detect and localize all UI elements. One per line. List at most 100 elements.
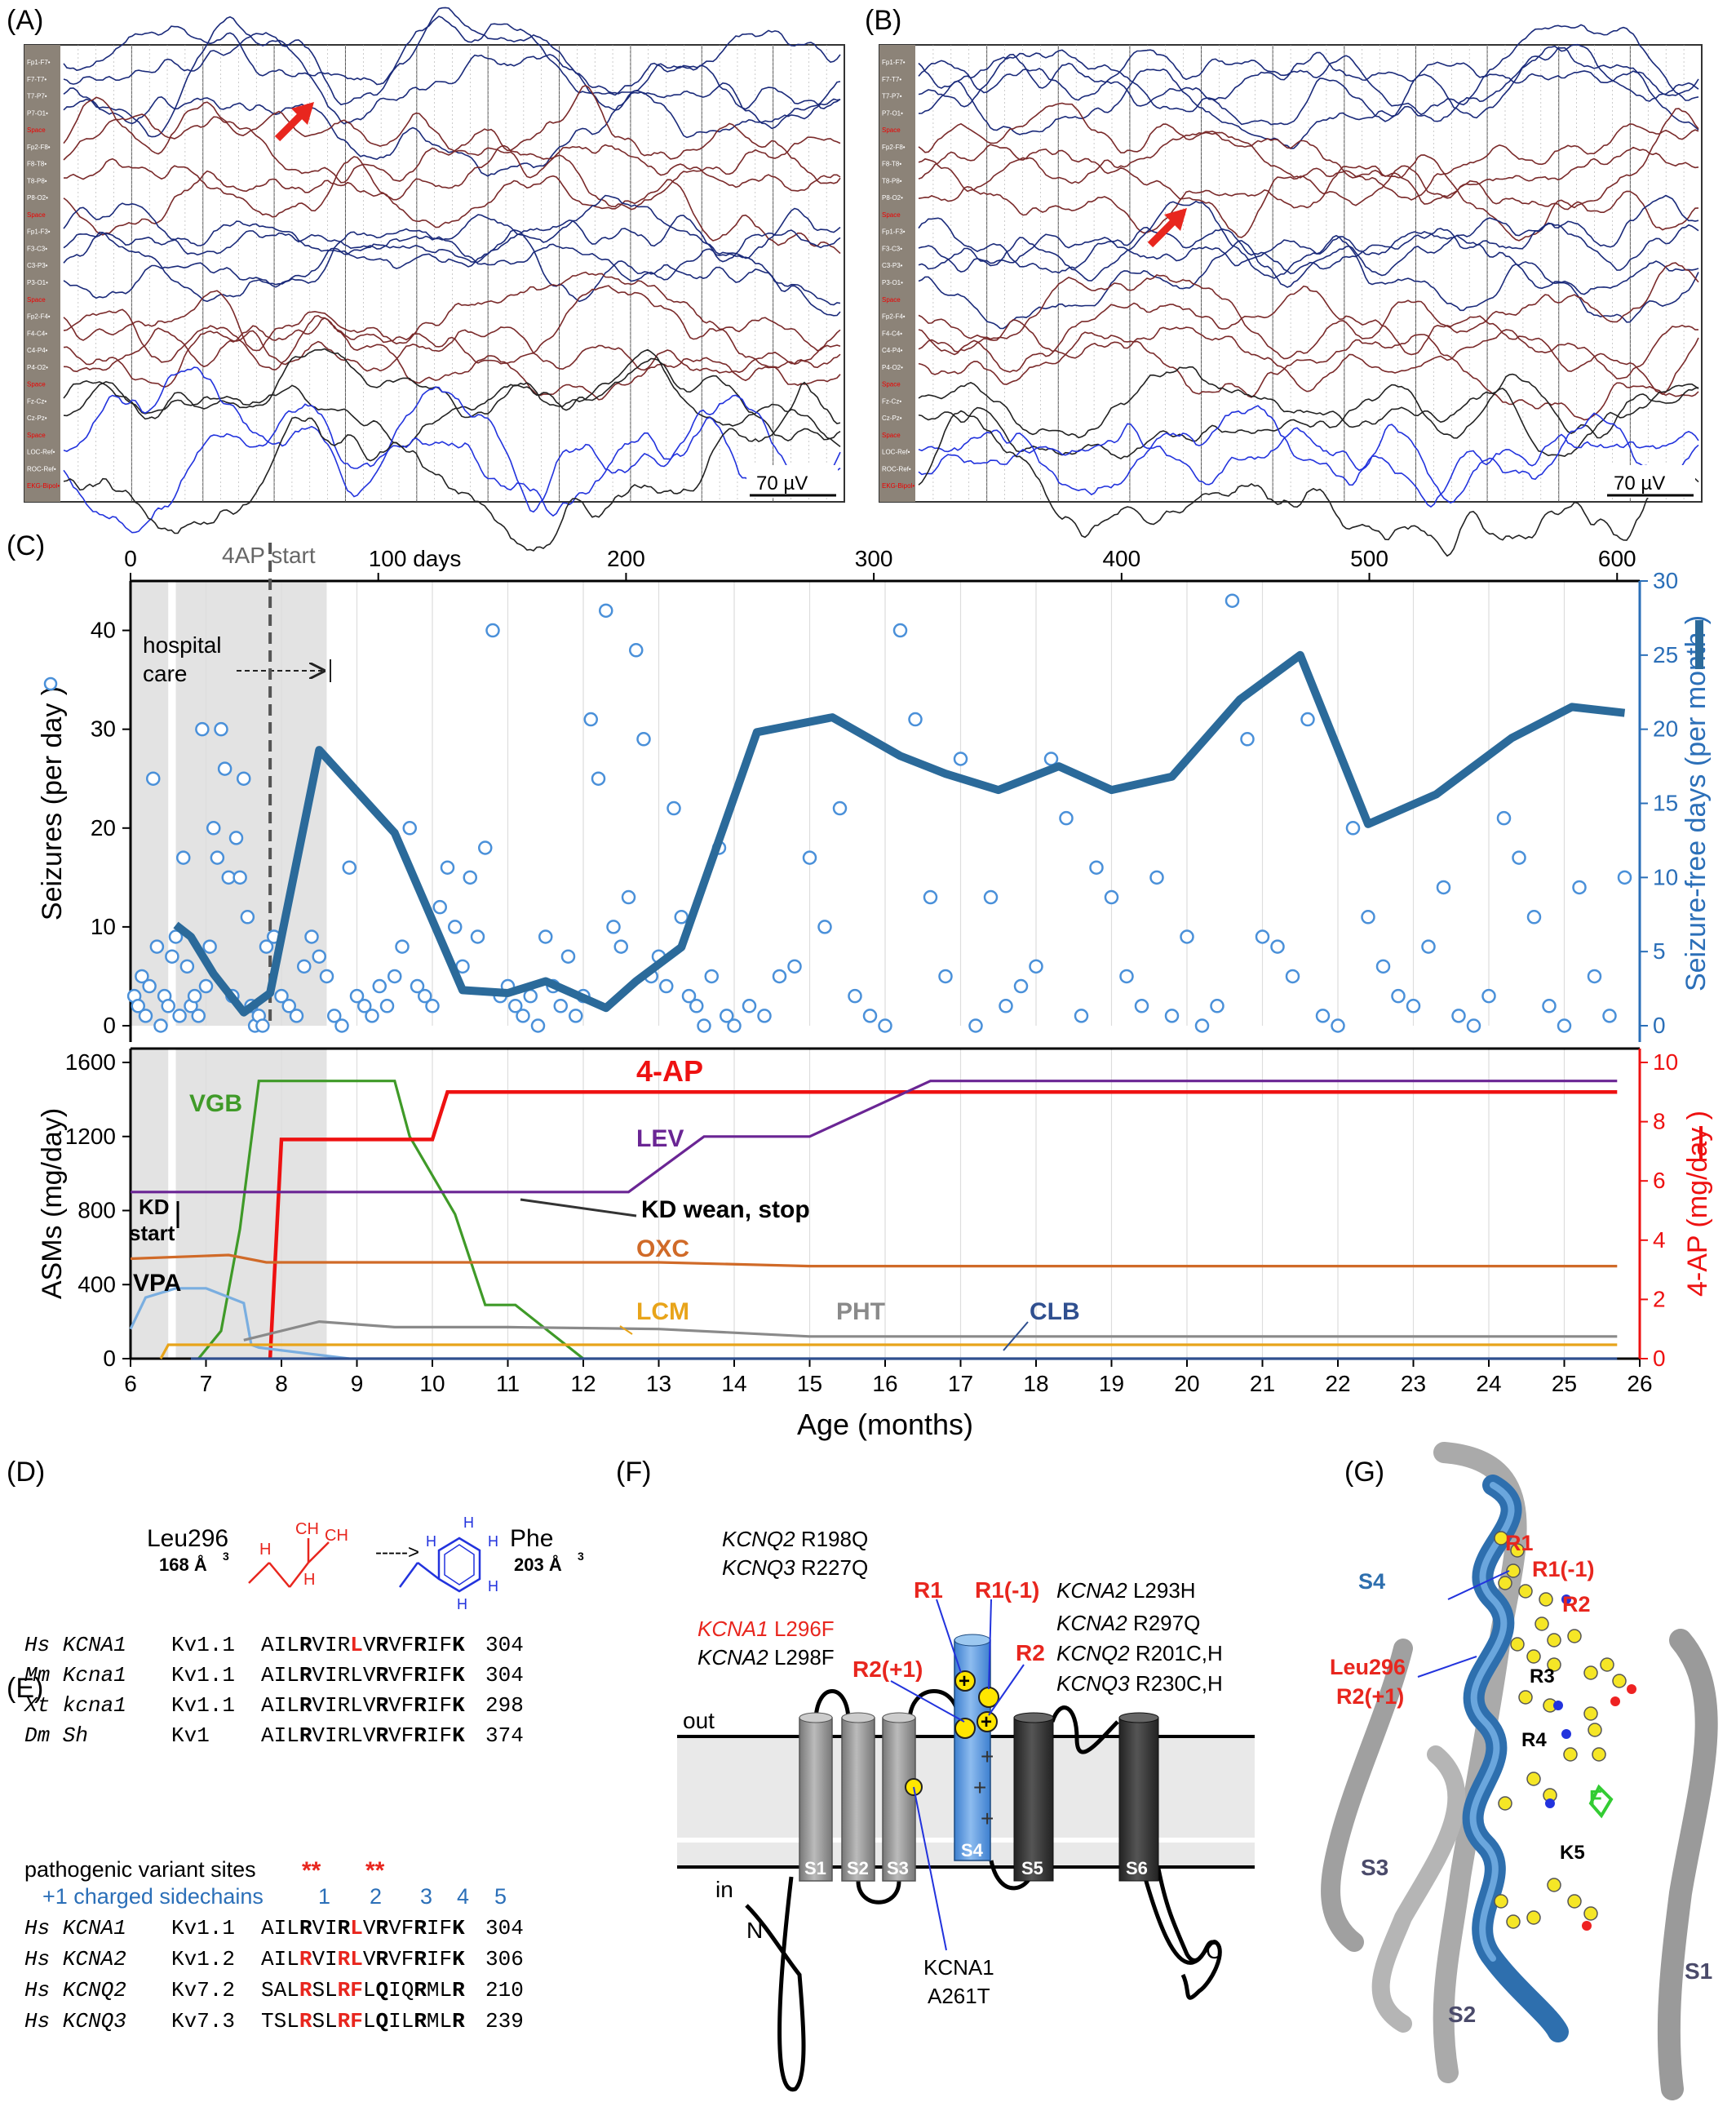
- g-f: F: [1589, 1785, 1602, 1810]
- eeg-trace: [63, 215, 841, 263]
- seizure-point: [349, 988, 365, 1004]
- seizure-point: [1481, 988, 1496, 1004]
- e-number: 304: [485, 1916, 524, 1940]
- seizure-point: [485, 623, 500, 638]
- d-sequence: AILRVIRLVRVFRIFK: [261, 1663, 465, 1687]
- seizure-point: [240, 910, 255, 925]
- seizure-point: [583, 712, 598, 727]
- eeg-panel-b: Fp1-F7• F7-T7• T7-P7• P7-O1• Space Fp2-F8• F8-…: [879, 24, 1703, 557]
- y2-tick-label: 6: [1653, 1168, 1666, 1193]
- e-species: Hs KCNA2: [24, 1947, 126, 1971]
- series-label-clb: CLB: [1030, 1298, 1080, 1325]
- seizure-point: [161, 999, 175, 1013]
- panel-label-e: (E): [7, 1673, 43, 1704]
- seizure-point: [1149, 870, 1164, 885]
- series-line-oxc: [130, 1253, 1618, 1268]
- panel-label-c: (C): [7, 530, 45, 561]
- seizure-free-line: [173, 650, 1626, 1017]
- seizure-point: [319, 969, 334, 984]
- g-s2: S2: [1448, 2002, 1476, 2027]
- seizure-point: [1466, 1018, 1481, 1033]
- seizure-point: [636, 732, 651, 747]
- x-tick-label: 6: [124, 1371, 137, 1396]
- panel-d-chemistry: Leu296 168 Å 3 H CH CH H -----> HHH HH P…: [24, 1515, 584, 1748]
- eeg-channel-label: F3-C3•: [27, 245, 47, 252]
- eeg-channel-label: Fp2-F4•: [27, 313, 51, 321]
- seizure-point: [1119, 969, 1134, 984]
- eeg-trace: [63, 366, 841, 513]
- eeg-trace: [918, 47, 1699, 149]
- eeg-channel-label: Space: [27, 381, 46, 388]
- seizure-point: [1375, 959, 1391, 974]
- x-tick-label: 25: [1552, 1371, 1577, 1396]
- x-tick-label: 9: [351, 1371, 364, 1396]
- svg-text:3: 3: [578, 1550, 584, 1563]
- eeg-channel-label: T8-P8•: [27, 177, 47, 184]
- s4-label: S4: [961, 1840, 984, 1860]
- x-tick-label: 12: [570, 1371, 596, 1396]
- leu-h2: H: [259, 1541, 271, 1559]
- e-alignment: Hs KCNA1 Kv1.1 AILRVIRLVRVFRIFK 304 Hs KCNA2…: [24, 1916, 524, 2033]
- seizure-point: [1194, 1018, 1210, 1033]
- e-channel: Kv7.3: [171, 2009, 235, 2033]
- eeg-trace: [63, 228, 841, 317]
- eeg-trace: [918, 331, 1699, 421]
- g-s1: S1: [1685, 1958, 1712, 1984]
- eeg-trace: [63, 194, 841, 259]
- y2-tick-label: 20: [1653, 716, 1678, 742]
- eeg-trace: [63, 7, 841, 110]
- stars-1: **: [302, 1857, 321, 1884]
- seizure-point: [1557, 1018, 1572, 1033]
- segment-s5: S5: [1013, 1712, 1054, 1882]
- eeg-panel-a: Fp1-F7• F7-T7• T7-P7• P7-O1• Space Fp2-F8• F8-…: [24, 7, 845, 552]
- segment-s6: S6: [1118, 1712, 1159, 1882]
- seizure-point: [228, 831, 244, 845]
- f-kcnq3-r227q: KCNQ3 R227Q: [722, 1555, 868, 1580]
- seizure-point: [176, 850, 191, 865]
- d-number: 298: [485, 1693, 524, 1718]
- y2-axis-label: 4-AP (mg/day ): [1682, 1111, 1713, 1297]
- x-tick-label: 8: [275, 1371, 288, 1396]
- s4-charges: + + + + +: [905, 1670, 999, 1831]
- e-channel: Kv1.2: [171, 1947, 235, 1971]
- eeg-trace: [918, 122, 1699, 201]
- series-label-4-ap: 4-AP: [636, 1054, 703, 1088]
- seizure-point: [131, 999, 145, 1013]
- seizure-point: [1361, 910, 1375, 925]
- svg-text:+: +: [981, 1711, 992, 1733]
- kd-start-label-1: KD: [139, 1195, 170, 1219]
- f-r1m1: R1(-1): [975, 1577, 1039, 1603]
- x-tick-label: 17: [948, 1371, 973, 1396]
- d-alignment: Hs KCNA1 Kv1.1 AILRVIRLVRVFRIFK 304 Mm Kcna1…: [24, 1633, 524, 1748]
- seizure-point: [334, 1018, 349, 1033]
- seizure-point: [281, 999, 296, 1013]
- eeg-trace: [918, 217, 1699, 273]
- eeg-channel-label: Space: [27, 432, 46, 439]
- d-channel: Kv1.1: [171, 1693, 235, 1718]
- eeg-trace: [918, 200, 1699, 323]
- seizure-point: [179, 959, 195, 974]
- d-number: 374: [485, 1723, 524, 1748]
- seizure-point: [569, 1009, 583, 1023]
- eeg-trace: [918, 423, 1699, 508]
- eeg-trace: [63, 91, 841, 177]
- series-label-oxc: OXC: [636, 1235, 689, 1262]
- y-tick-label: 0: [103, 1346, 116, 1371]
- y-tick-label: 10: [91, 914, 116, 939]
- seizure-point: [1617, 870, 1632, 885]
- g-r1m1: R1(-1): [1532, 1557, 1595, 1581]
- kd-start-label-2: start: [129, 1221, 175, 1245]
- seizure-point: [1059, 810, 1074, 826]
- eeg-channel-label: F7-T7•: [882, 76, 901, 83]
- d-species: Xt kcna1: [24, 1693, 126, 1718]
- seizure-point: [1043, 752, 1059, 766]
- x-tick-label: 22: [1325, 1371, 1350, 1396]
- eeg-channel-label: ROC-Ref•: [27, 465, 56, 472]
- y2-tick-label: 0: [1653, 1346, 1666, 1371]
- eeg-trace: [918, 410, 1699, 557]
- seizure-point: [210, 850, 225, 865]
- seizure-point: [1074, 1009, 1089, 1023]
- s2-helix: [1371, 1745, 1466, 2033]
- y2-tick-label: 30: [1653, 568, 1678, 593]
- e-sequence: TSLRSLRFLQILRMLR: [261, 2009, 465, 2033]
